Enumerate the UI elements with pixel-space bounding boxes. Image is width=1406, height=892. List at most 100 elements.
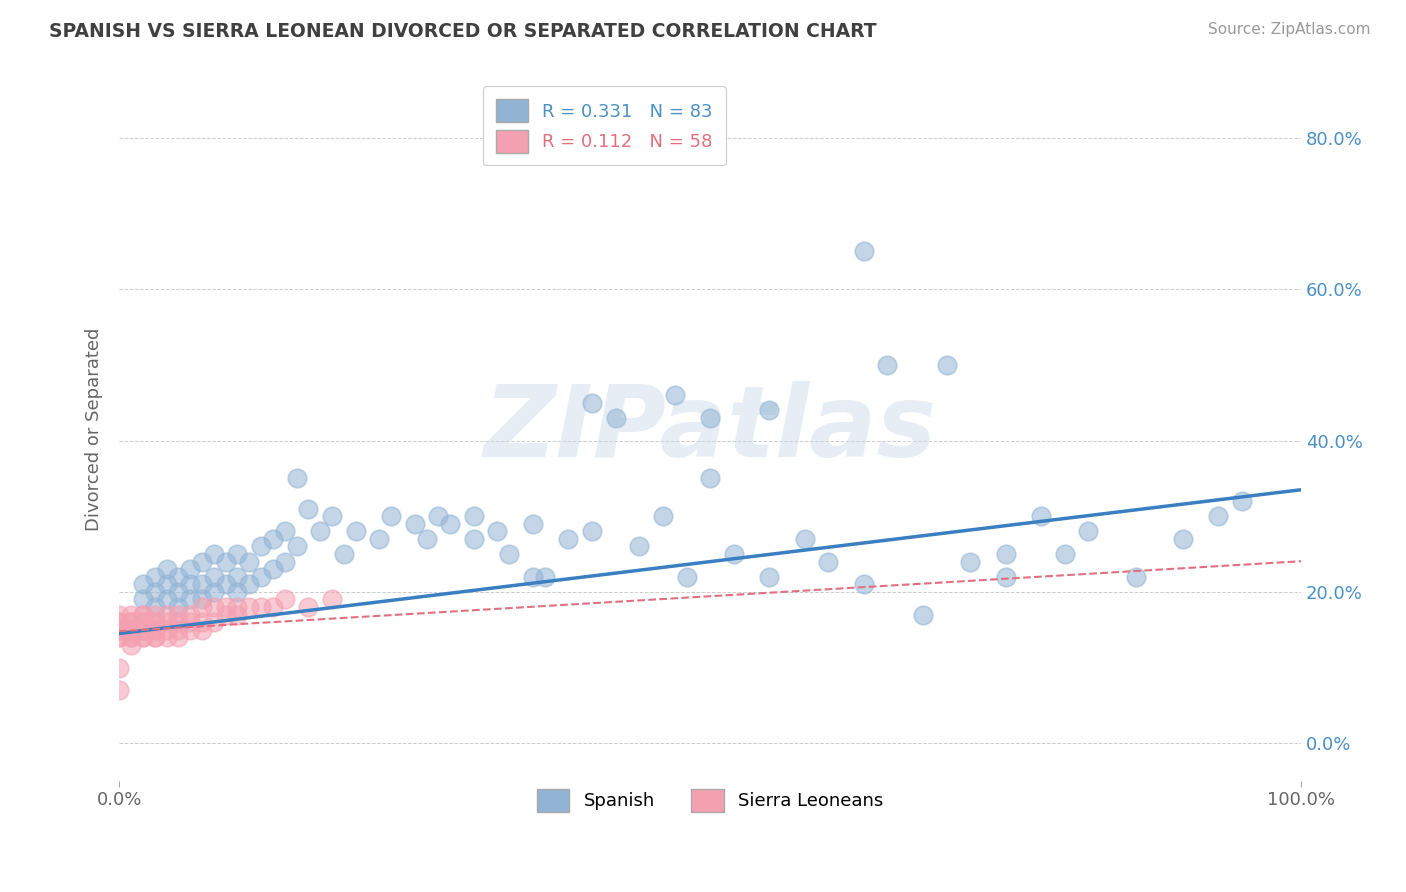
- Point: [664, 388, 686, 402]
- Point: [108, 683, 131, 698]
- Point: [155, 615, 177, 629]
- Point: [238, 577, 260, 591]
- Point: [262, 532, 284, 546]
- Point: [167, 623, 190, 637]
- Point: [214, 577, 236, 591]
- Point: [132, 630, 155, 644]
- Text: ZIPatlas: ZIPatlas: [484, 381, 936, 478]
- Point: [1053, 547, 1076, 561]
- Point: [191, 592, 214, 607]
- Point: [155, 592, 177, 607]
- Point: [155, 623, 177, 637]
- Point: [167, 570, 190, 584]
- Point: [108, 630, 131, 644]
- Point: [155, 607, 177, 622]
- Point: [120, 615, 142, 629]
- Point: [167, 607, 190, 622]
- Point: [852, 577, 875, 591]
- Point: [297, 501, 319, 516]
- Point: [994, 547, 1017, 561]
- Point: [120, 615, 142, 629]
- Point: [758, 403, 780, 417]
- Point: [723, 547, 745, 561]
- Point: [793, 532, 815, 546]
- Point: [333, 547, 356, 561]
- Point: [143, 623, 166, 637]
- Point: [262, 562, 284, 576]
- Point: [167, 585, 190, 599]
- Point: [120, 623, 142, 637]
- Point: [143, 630, 166, 644]
- Point: [143, 615, 166, 629]
- Point: [132, 630, 155, 644]
- Point: [179, 607, 201, 622]
- Point: [274, 555, 297, 569]
- Point: [439, 516, 461, 531]
- Point: [108, 660, 131, 674]
- Point: [463, 509, 485, 524]
- Point: [321, 592, 343, 607]
- Text: SPANISH VS SIERRA LEONEAN DIVORCED OR SEPARATED CORRELATION CHART: SPANISH VS SIERRA LEONEAN DIVORCED OR SE…: [49, 22, 877, 41]
- Point: [143, 599, 166, 614]
- Point: [202, 570, 225, 584]
- Point: [309, 524, 332, 539]
- Point: [498, 547, 520, 561]
- Point: [108, 615, 131, 629]
- Point: [274, 592, 297, 607]
- Point: [132, 623, 155, 637]
- Point: [226, 599, 249, 614]
- Point: [911, 607, 934, 622]
- Point: [1208, 509, 1230, 524]
- Point: [852, 244, 875, 259]
- Point: [108, 607, 131, 622]
- Point: [167, 630, 190, 644]
- Point: [179, 577, 201, 591]
- Point: [191, 623, 214, 637]
- Point: [202, 615, 225, 629]
- Point: [143, 585, 166, 599]
- Point: [214, 607, 236, 622]
- Point: [132, 615, 155, 629]
- Point: [250, 570, 273, 584]
- Point: [404, 516, 426, 531]
- Point: [132, 623, 155, 637]
- Point: [427, 509, 450, 524]
- Point: [533, 570, 555, 584]
- Point: [179, 623, 201, 637]
- Point: [415, 532, 437, 546]
- Point: [1125, 570, 1147, 584]
- Point: [108, 623, 131, 637]
- Point: [191, 615, 214, 629]
- Point: [994, 570, 1017, 584]
- Point: [226, 570, 249, 584]
- Point: [581, 524, 603, 539]
- Point: [605, 410, 627, 425]
- Point: [1029, 509, 1052, 524]
- Point: [675, 570, 697, 584]
- Point: [1230, 494, 1253, 508]
- Point: [143, 570, 166, 584]
- Point: [226, 547, 249, 561]
- Point: [652, 509, 675, 524]
- Point: [699, 471, 721, 485]
- Point: [959, 555, 981, 569]
- Point: [250, 540, 273, 554]
- Point: [214, 555, 236, 569]
- Point: [120, 630, 142, 644]
- Point: [250, 599, 273, 614]
- Point: [262, 599, 284, 614]
- Point: [1077, 524, 1099, 539]
- Point: [214, 599, 236, 614]
- Point: [1171, 532, 1194, 546]
- Point: [155, 630, 177, 644]
- Point: [202, 599, 225, 614]
- Point: [297, 599, 319, 614]
- Point: [179, 562, 201, 576]
- Point: [202, 547, 225, 561]
- Point: [155, 562, 177, 576]
- Point: [143, 607, 166, 622]
- Point: [167, 599, 190, 614]
- Point: [132, 615, 155, 629]
- Point: [628, 540, 651, 554]
- Point: [202, 585, 225, 599]
